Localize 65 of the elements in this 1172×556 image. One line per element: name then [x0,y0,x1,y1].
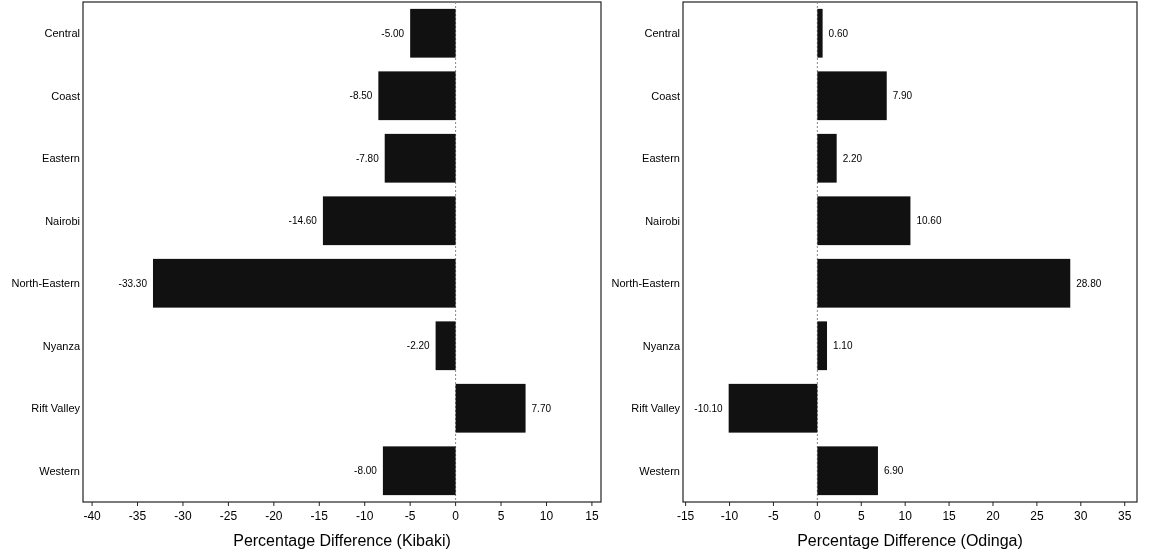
x-tick-label: 0 [814,509,822,523]
bar [817,258,1071,308]
bar [817,133,837,183]
data-label: 2.20 [842,152,863,164]
x-tick-label: -10 [356,509,374,523]
x-axis-title: Percentage Difference (Odinga) [797,532,1023,549]
data-label: 1.10 [833,340,853,352]
x-tick-label: -20 [265,509,283,523]
bar [817,446,878,496]
x-tick-label: 0 [452,509,460,523]
x-tick-label: -5 [404,509,416,523]
data-label: -7.80 [355,152,380,164]
x-tick-label: -10 [720,509,739,523]
data-label: 6.90 [883,465,904,477]
x-tick-label: -15 [310,509,329,523]
y-tick-label: Coast [651,89,680,102]
x-tick-label: 15 [585,509,599,523]
x-tick-label: 15 [942,509,957,523]
data-label: 7.90 [892,90,913,102]
x-tick-label: 25 [1030,509,1044,523]
data-label: -2.20 [406,340,431,352]
y-tick-label: Rift Valley [31,402,81,415]
y-tick-label: Nairobi [645,214,680,227]
data-label: 7.70 [531,402,552,414]
y-tick-label: Eastern [42,152,80,165]
y-tick-label: Central [44,27,80,40]
x-tick-label: -40 [83,509,102,523]
y-tick-label: Nyanza [42,339,81,352]
bar [817,8,823,58]
y-tick-label: Nairobi [45,214,80,227]
x-tick-label: -15 [676,509,695,523]
x-tick-label: 10 [898,509,913,523]
data-label: -33.30 [118,277,148,289]
y-tick-label: Eastern [642,152,680,165]
x-tick-label: -30 [174,509,192,523]
x-tick-label: 30 [1074,509,1088,523]
x-tick-label: -5 [768,509,780,523]
y-tick-label: Western [639,464,680,477]
data-label: -14.60 [288,215,318,227]
x-tick-label: 10 [539,509,554,523]
x-tick-label: 20 [986,509,1000,523]
bar [728,383,818,433]
x-tick-label: 5 [857,509,865,523]
x-tick-label: -35 [128,509,147,523]
y-tick-label: Rift Valley [631,402,681,415]
x-axis-title: Percentage Difference (Kibaki) [233,532,451,549]
x-tick-label: 5 [497,509,505,523]
bar [817,196,911,246]
y-tick-label: Coast [51,89,80,102]
y-tick-label: Western [39,464,80,477]
data-label: -8.00 [354,465,378,477]
data-label: 28.80 [1076,277,1102,289]
data-label: -10.10 [694,402,724,414]
data-label: -8.50 [349,90,373,102]
x-tick-label: -25 [219,509,238,523]
y-tick-label: North-Eastern [11,277,80,290]
bar [817,71,887,121]
data-label: -5.00 [381,27,405,39]
y-tick-label: Central [644,27,680,40]
y-tick-label: Nyanza [642,339,681,352]
y-tick-label: North-Eastern [611,277,680,290]
data-label: 0.60 [828,27,849,39]
bar [817,321,828,371]
data-label: 10.60 [916,215,942,227]
x-tick-label: 35 [1118,509,1132,523]
